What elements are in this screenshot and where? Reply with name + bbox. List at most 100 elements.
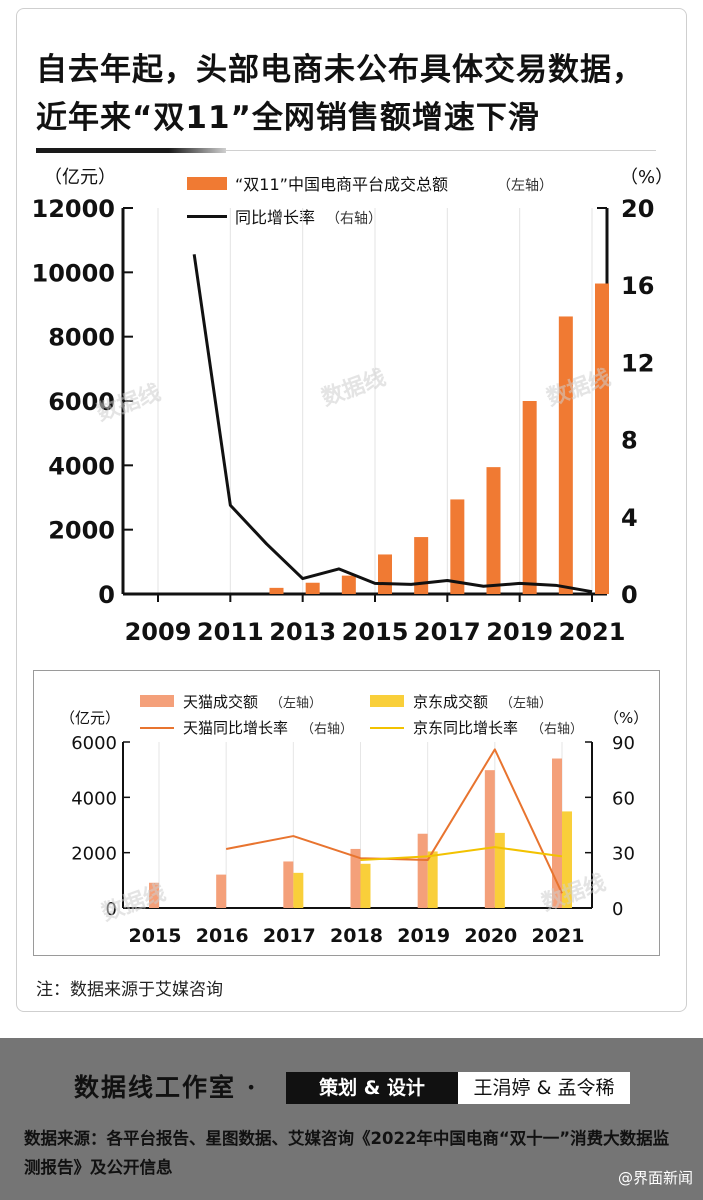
y-left-tick-label: 0: [106, 899, 117, 920]
legend-label-jd-growth: 京东同比增长率: [413, 719, 518, 737]
legend-swatch-tmall-gmv: [140, 695, 174, 707]
y-right-tick-label: 4: [621, 504, 638, 532]
jd-gmv-bar: [360, 863, 371, 908]
page-title: 自去年起，头部电商未公布具体交易数据， 近年来“双11”全网销售额增速下滑: [36, 46, 644, 142]
y-right-tick-label: 30: [612, 844, 635, 865]
weibo-handle: @界面新闻: [617, 1169, 693, 1187]
x-tick-label: 2015: [129, 925, 182, 947]
x-tick-label: 2019: [486, 618, 553, 646]
gmv-bar: [341, 575, 356, 594]
gmv-bar: [595, 283, 609, 594]
chart-card: [16, 8, 687, 1012]
gmv-bar: [558, 316, 573, 594]
legend-label-jd-gmv: 京东成交额: [413, 693, 488, 711]
y-right-tick-label: 16: [621, 272, 654, 300]
jd-gmv-bar: [293, 872, 304, 908]
sub-left-unit-label: （亿元）: [60, 709, 120, 727]
y-left-tick-label: 0: [98, 581, 115, 609]
gmv-bar: [522, 401, 537, 594]
x-tick-label: 2016: [196, 925, 249, 947]
studio-name: 数据线工作室 ·: [74, 1073, 258, 1102]
tmall-gmv-bar: [552, 758, 562, 908]
sub-legend: 天猫成交额 （左轴） 京东成交额 （左轴） 天猫同比增长率 （右轴） 京东同比增…: [140, 693, 583, 737]
y-right-tick-label: 8: [621, 427, 638, 455]
x-tick-label: 2017: [414, 618, 481, 646]
title-underline: [36, 148, 226, 153]
y-right-tick-label: 0: [612, 899, 623, 920]
legend-label-growth: 同比增长率: [235, 208, 315, 227]
gmv-bar: [414, 537, 429, 594]
sub-chart-frame: [33, 670, 660, 956]
gmv-bar: [378, 554, 392, 594]
tmall-gmv-bar: [216, 874, 227, 908]
tmall-gmv-bar: [149, 882, 159, 908]
footer: [0, 1038, 703, 1200]
legend-note-jd-gmv: （左轴）: [500, 696, 552, 711]
credit-names: 王涓婷 & 孟令稀: [458, 1072, 630, 1104]
credit-label: 策划 & 设计: [286, 1072, 458, 1104]
x-tick-label: 2021: [532, 925, 585, 947]
legend-note-tmall-gmv: （左轴）: [270, 696, 322, 711]
x-tick-label: 2015: [342, 618, 409, 646]
tmall-gmv-bar: [417, 833, 428, 908]
y-left-tick-label: 8000: [48, 324, 115, 352]
legend-label-gmv: “双11”中国电商平台成交总额: [235, 175, 448, 194]
legend-note-tmall-growth: （右轴）: [301, 722, 353, 737]
growth-line: [192, 254, 593, 594]
y-left-tick-label: 10000: [32, 259, 116, 287]
title-line-2: 近年来“双11”全网销售额增速下滑: [36, 100, 540, 136]
legend-swatch-tmall-growth: [140, 727, 174, 729]
legend-label-tmall-growth: 天猫同比增长率: [183, 719, 288, 737]
jd-gmv-bar: [494, 832, 505, 908]
title-divider: [226, 150, 656, 151]
x-tick-label: 2020: [464, 925, 517, 947]
jd-gmv-bar: [427, 851, 438, 908]
y-left-tick-label: 12000: [32, 195, 116, 223]
y-left-tick-label: 6000: [71, 733, 117, 754]
sub-chart: 天猫成交额 （左轴） 京东成交额 （左轴） 天猫同比增长率 （右轴） 京东同比增…: [60, 693, 648, 947]
main-legend: “双11”中国电商平台成交总额 （左轴） 同比增长率 （右轴）: [187, 175, 553, 227]
tmall-growth-line: [225, 748, 563, 894]
legend-label-tmall-gmv: 天猫成交额: [183, 693, 258, 711]
x-tick-label: 2013: [269, 618, 336, 646]
main-chart: （亿元） （%） “双11”中国电商平台成交总额 （左轴） 同比增长率 （右轴）…: [32, 167, 674, 646]
x-tick-label: 2018: [330, 925, 383, 947]
left-unit-label: （亿元）: [44, 167, 116, 188]
legend-note-growth: （右轴）: [326, 211, 382, 227]
title-line-1: 自去年起，头部电商未公布具体交易数据，: [36, 52, 644, 88]
x-tick-label: 2021: [559, 618, 626, 646]
legend-note-jd-growth: （右轴）: [531, 722, 583, 737]
y-right-tick-label: 90: [612, 733, 635, 754]
y-right-tick-label: 12: [621, 349, 654, 377]
x-tick-label: 2019: [397, 925, 450, 947]
y-right-tick-label: 60: [612, 788, 635, 809]
y-left-tick-label: 2000: [71, 844, 117, 865]
y-right-tick-label: 20: [621, 195, 654, 223]
y-left-tick-label: 4000: [71, 788, 117, 809]
y-left-tick-label: 6000: [48, 388, 115, 416]
source-text: 数据来源：各平台报告、星图数据、艾媒咨询《2022年中国电商“双十一”消费大数据…: [24, 1129, 670, 1177]
legend-swatch-growth: [187, 215, 227, 218]
jd-gmv-bar: [562, 811, 572, 908]
legend-swatch-gmv: [187, 177, 227, 190]
tmall-gmv-bar: [350, 848, 361, 908]
x-tick-label: 2011: [197, 618, 264, 646]
gmv-bar: [450, 499, 465, 594]
x-tick-label: 2017: [263, 925, 316, 947]
y-right-tick-label: 0: [621, 581, 638, 609]
gmv-bar: [486, 467, 501, 594]
gmv-bar: [269, 587, 284, 594]
tmall-gmv-bar: [283, 861, 294, 908]
gmv-bar: [305, 582, 320, 594]
right-unit-label: （%）: [620, 167, 673, 188]
tmall-gmv-bar: [484, 770, 495, 908]
data-note: 注：数据来源于艾媒咨询: [36, 980, 223, 1000]
y-left-tick-label: 2000: [48, 517, 115, 545]
legend-note-gmv: （左轴）: [497, 178, 553, 194]
jd-growth-line: [360, 846, 563, 862]
x-tick-label: 2009: [125, 618, 192, 646]
legend-swatch-jd-gmv: [370, 695, 404, 707]
sub-right-unit-label: （%）: [604, 709, 648, 727]
legend-swatch-jd-growth: [370, 727, 404, 729]
y-left-tick-label: 4000: [48, 452, 115, 480]
